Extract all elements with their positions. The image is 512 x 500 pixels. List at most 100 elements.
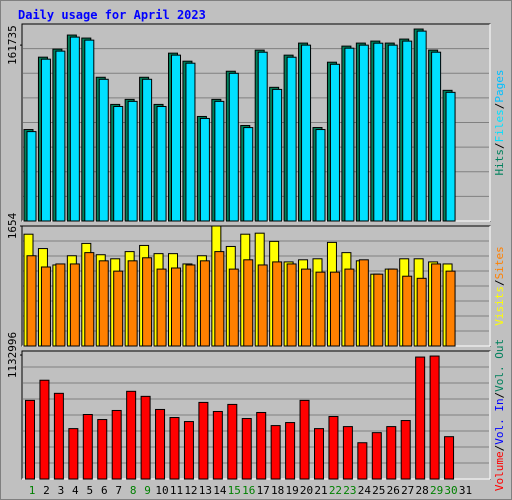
x-tick-label: 1 <box>29 484 36 497</box>
bar <box>373 273 384 347</box>
bar <box>55 263 66 347</box>
legend-entry: Sites <box>493 246 506 279</box>
legend-separator: / <box>493 445 506 452</box>
x-tick-label: 9 <box>144 484 151 497</box>
bar <box>431 263 442 347</box>
bar <box>342 426 353 480</box>
x-tick-label: 11 <box>170 484 183 497</box>
bar <box>98 260 109 347</box>
bar <box>156 268 167 347</box>
bar <box>329 271 340 347</box>
bar <box>402 275 413 347</box>
bar <box>69 36 80 222</box>
bar <box>301 268 312 347</box>
bar <box>212 410 223 480</box>
x-tick-label: 27 <box>401 484 414 497</box>
bar <box>127 260 138 347</box>
bar <box>185 62 196 222</box>
x-tick-label: 4 <box>72 484 79 497</box>
bar <box>214 100 225 222</box>
bar <box>127 100 138 222</box>
bar <box>198 401 209 480</box>
x-tick-label: 5 <box>86 484 93 497</box>
y-tick-label: 1132996 <box>6 332 19 378</box>
bar <box>243 127 254 222</box>
bar <box>429 355 440 480</box>
bar <box>55 50 66 222</box>
x-tick-label: 10 <box>155 484 168 497</box>
x-tick-label: 7 <box>115 484 122 497</box>
bar <box>97 419 108 480</box>
bar <box>228 72 239 222</box>
x-tick-label: 3 <box>58 484 65 497</box>
legend-entry: Volume <box>493 451 506 491</box>
bar <box>371 432 382 480</box>
bar <box>25 399 35 480</box>
bar <box>155 408 166 480</box>
bar <box>315 271 326 347</box>
legend: Volume/Vol. In/Vol. Out <box>493 339 506 491</box>
x-tick-label: 28 <box>416 484 429 497</box>
bar <box>286 56 297 222</box>
chart-title: Daily usage for April 2023 <box>18 8 206 22</box>
bar <box>272 88 283 222</box>
x-tick-label: 14 <box>213 484 227 497</box>
bar <box>299 399 310 480</box>
bar <box>113 270 124 347</box>
bar <box>40 266 51 347</box>
y-tick-label: 1654 <box>6 212 19 239</box>
bar <box>199 260 210 347</box>
x-tick-label: 23 <box>343 484 356 497</box>
bar <box>84 252 95 347</box>
legend-entry: Hits <box>493 149 506 176</box>
bar <box>171 267 181 347</box>
x-tick-label: 31 <box>459 484 472 497</box>
bar <box>53 392 64 480</box>
x-tick-label: 22 <box>329 484 342 497</box>
x-tick-label: 2 <box>43 484 50 497</box>
bar <box>39 379 50 480</box>
bar <box>185 264 196 347</box>
x-tick-label: 18 <box>271 484 284 497</box>
legend: Hits/Files/Pages <box>493 70 506 176</box>
x-tick-label: 21 <box>314 484 327 497</box>
bar <box>386 426 397 480</box>
x-tick-label: 19 <box>285 484 298 497</box>
x-tick-label: 17 <box>257 484 270 497</box>
bar <box>169 417 180 480</box>
bar <box>445 270 456 347</box>
bar <box>257 51 268 222</box>
legend-entry: Files <box>493 109 506 142</box>
bar <box>315 129 326 222</box>
bar <box>402 40 413 222</box>
x-tick-label: 26 <box>387 484 400 497</box>
x-tick-label: 24 <box>358 484 372 497</box>
bar <box>314 428 324 480</box>
x-tick-label: 13 <box>199 484 212 497</box>
x-tick-label: 6 <box>101 484 108 497</box>
x-tick-label: 8 <box>130 484 137 497</box>
bar <box>358 259 369 347</box>
legend-separator: / <box>493 103 506 110</box>
bar <box>241 418 252 480</box>
x-tick-label: 15 <box>228 484 241 497</box>
x-tick-label: 29 <box>430 484 443 497</box>
legend-entry: Pages <box>493 70 506 103</box>
legend-separator: / <box>493 279 506 286</box>
x-tick-label: 25 <box>372 484 385 497</box>
bar <box>387 268 398 347</box>
bar <box>82 413 93 480</box>
bar <box>344 268 355 347</box>
bar <box>142 78 153 222</box>
bar <box>171 54 181 222</box>
bar <box>270 425 281 480</box>
bar <box>416 30 427 222</box>
y-tick-label: 161735 <box>6 25 19 65</box>
bar <box>199 117 210 222</box>
bar <box>256 411 267 480</box>
bar <box>126 390 137 480</box>
bar <box>68 428 79 480</box>
x-tick-label: 12 <box>184 484 197 497</box>
